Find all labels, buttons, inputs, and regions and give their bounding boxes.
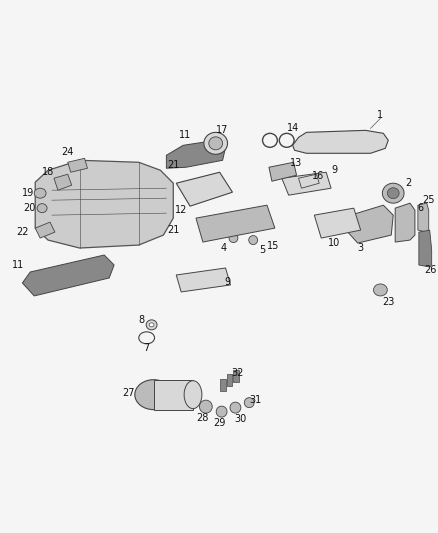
Ellipse shape bbox=[374, 284, 387, 296]
Polygon shape bbox=[35, 160, 173, 248]
Polygon shape bbox=[196, 205, 275, 242]
Polygon shape bbox=[176, 268, 230, 292]
Ellipse shape bbox=[37, 204, 47, 213]
Text: 21: 21 bbox=[167, 225, 180, 235]
Ellipse shape bbox=[249, 236, 258, 245]
Ellipse shape bbox=[199, 400, 212, 413]
Text: 4: 4 bbox=[220, 243, 226, 253]
Text: 7: 7 bbox=[144, 343, 150, 353]
Text: 18: 18 bbox=[42, 167, 54, 177]
Polygon shape bbox=[68, 158, 88, 172]
Text: 30: 30 bbox=[234, 414, 247, 424]
Ellipse shape bbox=[146, 320, 157, 330]
Polygon shape bbox=[314, 208, 360, 238]
Text: 32: 32 bbox=[231, 368, 244, 378]
Text: 19: 19 bbox=[22, 188, 35, 198]
Ellipse shape bbox=[34, 188, 46, 198]
Polygon shape bbox=[293, 131, 389, 154]
Polygon shape bbox=[348, 205, 393, 243]
Polygon shape bbox=[419, 230, 432, 267]
Text: 23: 23 bbox=[382, 297, 395, 307]
Text: 8: 8 bbox=[139, 315, 145, 325]
Text: 21: 21 bbox=[167, 160, 180, 170]
Text: 6: 6 bbox=[418, 203, 424, 213]
Ellipse shape bbox=[149, 323, 154, 327]
Text: 15: 15 bbox=[267, 241, 279, 251]
Text: 2: 2 bbox=[405, 178, 411, 188]
Text: 29: 29 bbox=[213, 417, 226, 427]
Ellipse shape bbox=[382, 183, 404, 203]
Ellipse shape bbox=[204, 132, 227, 154]
Polygon shape bbox=[176, 172, 233, 206]
Polygon shape bbox=[282, 172, 331, 195]
Text: 5: 5 bbox=[259, 245, 265, 255]
Text: 9: 9 bbox=[331, 165, 337, 175]
Ellipse shape bbox=[184, 381, 202, 409]
Polygon shape bbox=[22, 255, 114, 296]
Text: 13: 13 bbox=[290, 158, 303, 168]
Ellipse shape bbox=[135, 379, 172, 410]
Ellipse shape bbox=[387, 188, 399, 199]
Polygon shape bbox=[299, 174, 319, 188]
Text: 24: 24 bbox=[62, 147, 74, 157]
Text: 28: 28 bbox=[197, 413, 209, 423]
Ellipse shape bbox=[230, 402, 241, 413]
Polygon shape bbox=[226, 374, 233, 386]
Text: 11: 11 bbox=[179, 131, 191, 140]
Text: 9: 9 bbox=[224, 277, 230, 287]
Text: 22: 22 bbox=[16, 227, 28, 237]
Text: 10: 10 bbox=[328, 238, 340, 248]
Polygon shape bbox=[54, 174, 72, 190]
Text: 16: 16 bbox=[312, 171, 325, 181]
Polygon shape bbox=[166, 140, 226, 168]
Polygon shape bbox=[395, 203, 415, 242]
Ellipse shape bbox=[229, 233, 238, 243]
Polygon shape bbox=[233, 370, 239, 382]
Text: 12: 12 bbox=[175, 205, 187, 215]
Text: 31: 31 bbox=[249, 394, 261, 405]
Ellipse shape bbox=[216, 406, 227, 417]
Text: 27: 27 bbox=[123, 387, 135, 398]
Polygon shape bbox=[418, 203, 429, 232]
Text: 14: 14 bbox=[286, 123, 299, 133]
Text: 25: 25 bbox=[423, 195, 435, 205]
Polygon shape bbox=[154, 379, 193, 410]
Text: 17: 17 bbox=[216, 125, 229, 135]
Polygon shape bbox=[219, 379, 226, 391]
Text: 3: 3 bbox=[357, 243, 364, 253]
Polygon shape bbox=[35, 222, 55, 238]
Polygon shape bbox=[269, 162, 297, 181]
Text: 20: 20 bbox=[23, 203, 35, 213]
Ellipse shape bbox=[244, 398, 254, 408]
Ellipse shape bbox=[209, 137, 223, 150]
Text: 11: 11 bbox=[12, 260, 25, 270]
Text: 26: 26 bbox=[424, 265, 437, 275]
Text: 1: 1 bbox=[377, 110, 383, 120]
